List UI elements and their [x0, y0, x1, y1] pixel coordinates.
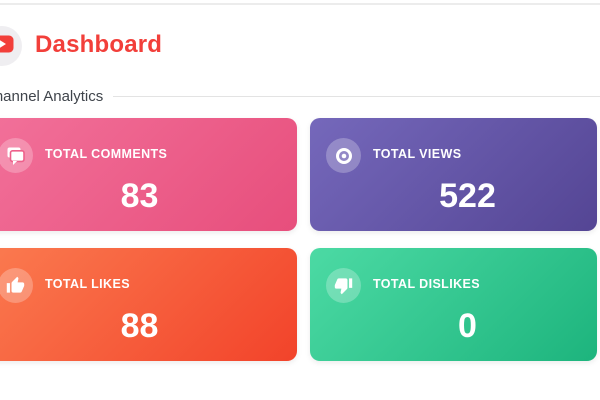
section-heading-row: Channel Analytics — [0, 88, 600, 105]
stat-icon-badge — [0, 138, 33, 173]
stat-label: TOTAL COMMENTS — [45, 147, 168, 161]
stat-card-total-likes: TOTAL LIKES 88 — [0, 248, 297, 361]
stat-icon-badge — [0, 268, 33, 303]
stat-card-total-views: TOTAL VIEWS 522 — [310, 118, 597, 231]
thumbs-up-icon — [6, 276, 25, 295]
stat-card-total-comments: TOTAL COMMENTS 83 — [0, 118, 297, 231]
stat-label: TOTAL LIKES — [45, 277, 130, 291]
youtube-icon — [0, 35, 14, 58]
app-logo-badge — [0, 26, 22, 66]
stat-icon-badge — [326, 138, 361, 173]
section-heading: Channel Analytics — [0, 88, 104, 105]
stat-card-total-dislikes: TOTAL DISLIKES 0 — [310, 248, 597, 361]
section-divider-line — [113, 96, 600, 97]
stat-value: 522 — [439, 177, 496, 215]
comments-icon — [6, 146, 26, 166]
stat-value: 88 — [120, 307, 159, 345]
page-title: Dashboard — [35, 31, 163, 58]
top-divider — [0, 3, 600, 5]
stat-label: TOTAL DISLIKES — [373, 277, 480, 291]
stat-value: 0 — [458, 307, 477, 345]
stat-label: TOTAL VIEWS — [373, 147, 462, 161]
stat-icon-badge — [326, 268, 361, 303]
eye-icon — [334, 146, 354, 166]
thumbs-down-icon — [334, 276, 353, 295]
stat-value: 83 — [120, 177, 159, 215]
